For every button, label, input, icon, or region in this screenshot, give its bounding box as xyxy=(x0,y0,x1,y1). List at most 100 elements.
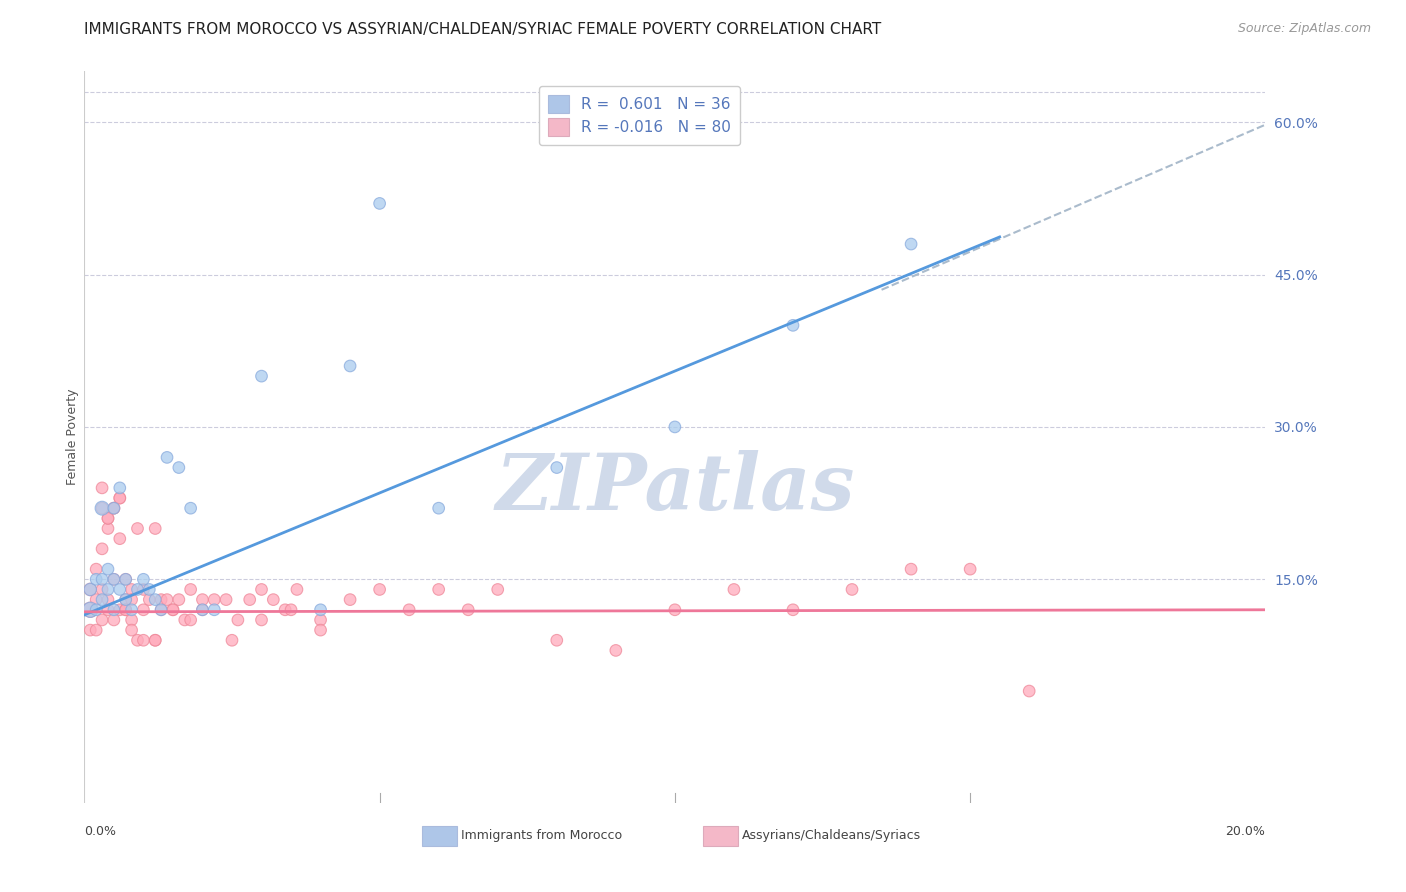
Point xyxy=(339,592,361,607)
Point xyxy=(156,450,179,465)
Point xyxy=(91,541,114,556)
Point xyxy=(114,572,136,586)
Point xyxy=(121,613,143,627)
Point xyxy=(156,592,179,607)
Text: Immigrants from Morocco: Immigrants from Morocco xyxy=(461,830,623,842)
Point xyxy=(250,369,273,384)
Point xyxy=(339,359,361,373)
Point xyxy=(664,420,686,434)
Point xyxy=(427,582,450,597)
Point xyxy=(138,582,160,597)
Point xyxy=(84,572,107,586)
Point xyxy=(84,603,107,617)
Point xyxy=(97,521,120,535)
Point xyxy=(97,603,120,617)
Point xyxy=(103,501,125,516)
Point xyxy=(79,623,101,637)
Point xyxy=(202,603,225,617)
Point xyxy=(723,582,745,597)
Point xyxy=(215,592,238,607)
Point xyxy=(309,603,332,617)
Point xyxy=(664,603,686,617)
Point xyxy=(143,592,166,607)
Point xyxy=(900,237,922,252)
Point xyxy=(191,592,214,607)
Point xyxy=(180,582,202,597)
Point xyxy=(103,603,125,617)
Point xyxy=(79,603,101,617)
Point xyxy=(173,613,195,627)
Text: 0.0%: 0.0% xyxy=(84,825,117,838)
Point xyxy=(959,562,981,576)
Point xyxy=(127,633,149,648)
Point xyxy=(180,613,202,627)
Point xyxy=(84,562,107,576)
Point xyxy=(167,592,190,607)
Point xyxy=(368,582,391,597)
Point xyxy=(97,582,120,597)
Point xyxy=(114,592,136,607)
Point xyxy=(285,582,308,597)
Point xyxy=(91,501,114,516)
Point xyxy=(97,511,120,525)
Point xyxy=(180,501,202,516)
Point xyxy=(103,572,125,586)
Point xyxy=(250,582,273,597)
Point xyxy=(1018,684,1040,698)
Point xyxy=(127,521,149,535)
Point xyxy=(250,613,273,627)
Point xyxy=(457,603,479,617)
Point xyxy=(97,592,120,607)
Point xyxy=(150,603,173,617)
Point xyxy=(143,633,166,648)
Point xyxy=(841,582,863,597)
Point xyxy=(162,603,184,617)
Point xyxy=(191,603,214,617)
Point xyxy=(91,572,114,586)
Text: Source: ZipAtlas.com: Source: ZipAtlas.com xyxy=(1237,22,1371,36)
Point xyxy=(274,603,297,617)
Point xyxy=(226,613,249,627)
Point xyxy=(103,572,125,586)
Point xyxy=(84,592,107,607)
Point xyxy=(79,582,101,597)
Point xyxy=(114,592,136,607)
Point xyxy=(79,603,101,617)
Point xyxy=(108,532,131,546)
Legend: R =  0.601   N = 36, R = -0.016   N = 80: R = 0.601 N = 36, R = -0.016 N = 80 xyxy=(538,87,741,145)
Point xyxy=(103,501,125,516)
Point xyxy=(108,491,131,505)
Point xyxy=(108,582,131,597)
Point xyxy=(91,501,114,516)
Text: IMMIGRANTS FROM MOROCCO VS ASSYRIAN/CHALDEAN/SYRIAC FEMALE POVERTY CORRELATION C: IMMIGRANTS FROM MOROCCO VS ASSYRIAN/CHAL… xyxy=(84,22,882,37)
Y-axis label: Female Poverty: Female Poverty xyxy=(66,389,79,485)
Point xyxy=(191,603,214,617)
Point xyxy=(108,481,131,495)
Point xyxy=(138,592,160,607)
Point xyxy=(132,603,155,617)
Point xyxy=(132,572,155,586)
Point xyxy=(202,592,225,607)
Point xyxy=(605,643,627,657)
Point xyxy=(309,613,332,627)
Point xyxy=(121,592,143,607)
Point xyxy=(546,460,568,475)
Point xyxy=(103,613,125,627)
Point xyxy=(143,633,166,648)
Point xyxy=(262,592,284,607)
Point xyxy=(143,521,166,535)
Point xyxy=(167,460,190,475)
Point xyxy=(91,592,114,607)
Point xyxy=(280,603,302,617)
Text: Assyrians/Chaldeans/Syriacs: Assyrians/Chaldeans/Syriacs xyxy=(742,830,921,842)
Point xyxy=(221,633,243,648)
Point xyxy=(239,592,262,607)
Point xyxy=(162,603,184,617)
Point xyxy=(114,572,136,586)
Point xyxy=(79,582,101,597)
Point xyxy=(150,603,173,617)
Point xyxy=(900,562,922,576)
Point xyxy=(97,511,120,525)
Point xyxy=(398,603,420,617)
Point xyxy=(121,582,143,597)
